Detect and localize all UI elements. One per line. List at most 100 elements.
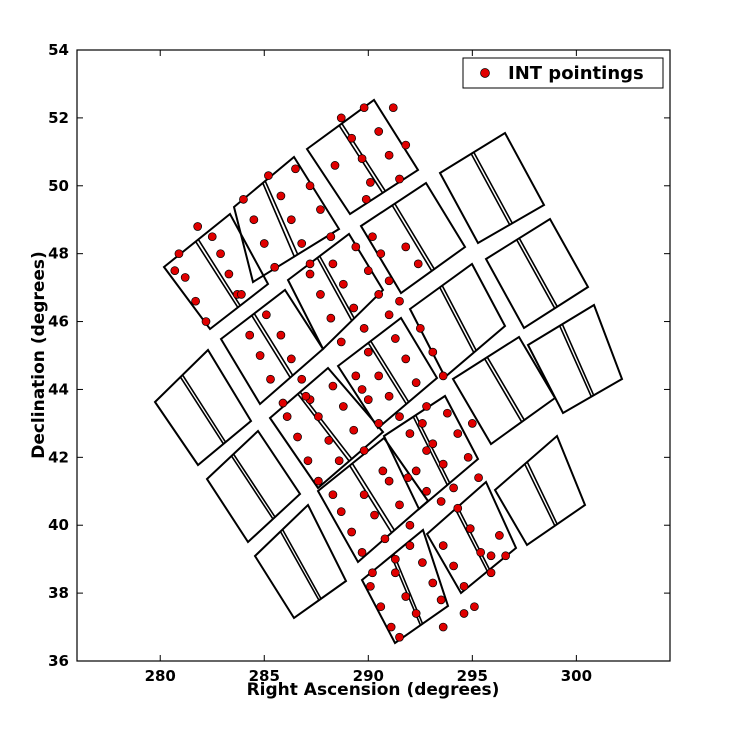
data-point xyxy=(495,531,504,540)
chip-gap-line xyxy=(262,182,296,257)
data-point xyxy=(368,568,377,578)
data-point xyxy=(224,269,234,279)
data-point xyxy=(278,398,288,408)
data-point xyxy=(305,181,315,191)
chip-gap-line xyxy=(473,151,514,224)
chip-gap-line xyxy=(370,340,410,403)
field-outline xyxy=(253,503,348,620)
field-outline xyxy=(526,303,624,415)
data-point xyxy=(390,568,400,578)
data-point xyxy=(476,548,486,557)
x-tick-label: 280 xyxy=(145,667,176,685)
y-axis-label: Declination (degrees) xyxy=(29,251,49,459)
data-point xyxy=(303,456,313,466)
field-outline xyxy=(205,429,302,544)
y-tick-label: 40 xyxy=(48,516,69,534)
data-point xyxy=(474,473,483,483)
data-point xyxy=(361,195,371,204)
scatter-points xyxy=(170,103,510,642)
chip-gap-line xyxy=(195,241,239,308)
field-outline xyxy=(232,155,341,284)
data-point xyxy=(286,215,296,225)
data-point xyxy=(384,391,394,401)
data-point xyxy=(413,259,423,269)
data-point xyxy=(401,354,411,364)
y-tick-label: 48 xyxy=(48,245,69,263)
chip-gap-line xyxy=(349,465,393,534)
data-point xyxy=(249,215,259,225)
data-point xyxy=(470,602,479,612)
data-point xyxy=(326,232,336,242)
data-point xyxy=(453,503,463,513)
chip-gap-line xyxy=(264,180,299,255)
data-point xyxy=(411,466,421,476)
data-point xyxy=(316,205,325,214)
data-point xyxy=(401,140,411,150)
y-tick-label: 52 xyxy=(48,109,69,127)
chip-gap-line xyxy=(367,342,407,405)
data-point xyxy=(180,273,190,282)
data-point xyxy=(259,239,269,248)
data-point xyxy=(237,290,246,299)
field-outline xyxy=(360,528,450,645)
data-point xyxy=(374,419,384,428)
data-point xyxy=(438,622,448,632)
data-point xyxy=(347,527,357,537)
chip-gap-line xyxy=(516,239,556,309)
data-point xyxy=(428,439,438,449)
data-point xyxy=(384,150,394,160)
data-point xyxy=(395,412,404,421)
data-point xyxy=(380,534,390,544)
data-point xyxy=(216,249,225,259)
data-point xyxy=(438,371,448,381)
data-point xyxy=(405,520,415,530)
data-point xyxy=(422,446,431,455)
data-point xyxy=(338,279,348,289)
y-tick-label: 54 xyxy=(48,41,69,59)
data-point xyxy=(261,310,271,320)
data-point xyxy=(264,171,273,180)
data-point xyxy=(316,290,325,299)
field-outline xyxy=(493,434,587,547)
field-outline xyxy=(336,316,439,430)
data-point xyxy=(338,402,348,411)
data-point xyxy=(359,323,369,333)
data-point xyxy=(255,351,265,360)
data-point xyxy=(359,490,369,500)
chip-gap-line xyxy=(279,531,320,601)
field-outline xyxy=(484,217,590,330)
data-point xyxy=(418,558,427,567)
chip-gap-line xyxy=(179,376,225,445)
x-tick-label: 290 xyxy=(353,667,384,685)
data-point xyxy=(349,425,359,435)
x-axis-label: Right Ascension (degrees) xyxy=(247,680,500,700)
data-point xyxy=(324,436,334,445)
data-point xyxy=(449,561,458,571)
y-tick-label: 44 xyxy=(48,380,69,398)
chip-gap-line xyxy=(558,325,593,398)
field-outline xyxy=(359,181,467,295)
chip-gap-line xyxy=(319,255,355,319)
data-point xyxy=(376,249,386,259)
data-point xyxy=(347,133,357,143)
data-point xyxy=(351,242,361,252)
chip-gap-line xyxy=(524,463,556,527)
chip-gap-line xyxy=(561,323,595,396)
data-point xyxy=(428,347,438,357)
data-point xyxy=(357,154,367,163)
data-point xyxy=(330,161,340,170)
data-point xyxy=(245,330,255,340)
data-point xyxy=(411,609,421,618)
data-point xyxy=(376,602,386,612)
data-point xyxy=(328,381,338,391)
data-point xyxy=(453,429,463,438)
field-outline xyxy=(153,348,253,467)
chip-gap-line xyxy=(251,315,291,379)
legend-box xyxy=(462,57,664,89)
data-point xyxy=(390,334,400,343)
data-point xyxy=(422,486,431,496)
data-point xyxy=(276,330,286,340)
chip-gap-line xyxy=(518,237,558,308)
data-point xyxy=(405,541,415,550)
data-point xyxy=(443,408,452,418)
